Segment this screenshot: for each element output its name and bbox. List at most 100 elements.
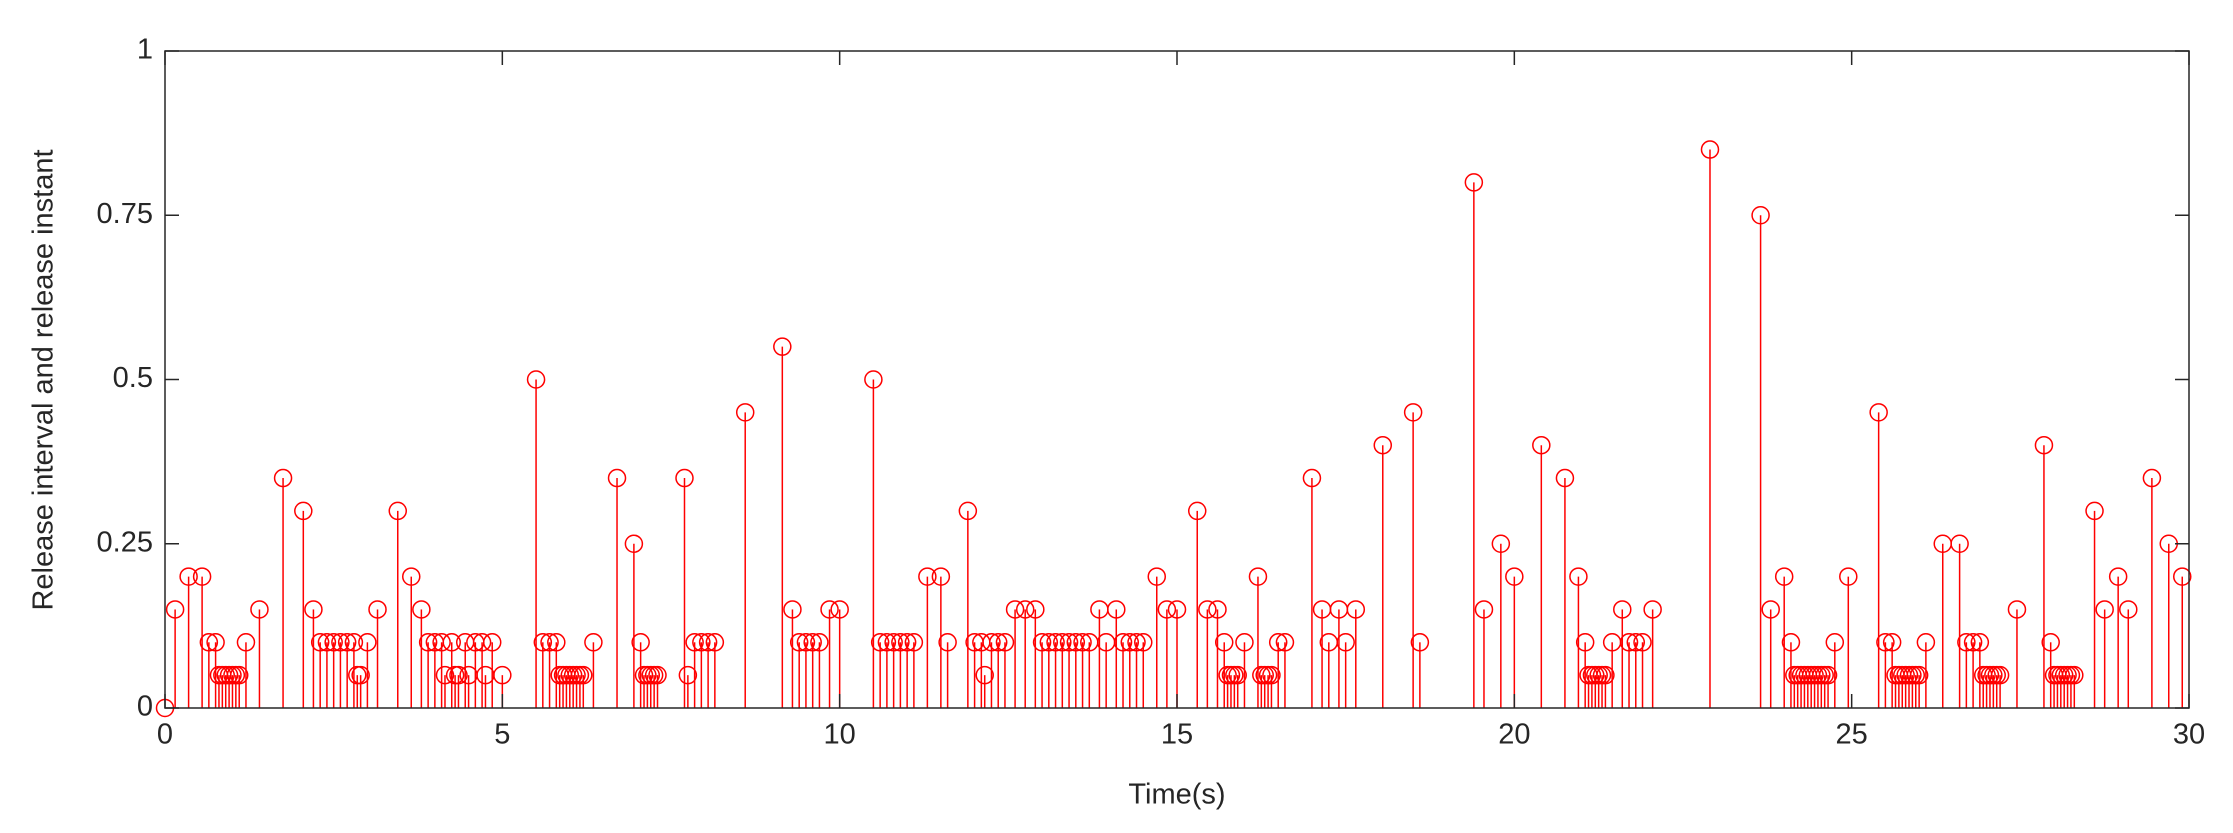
y-axis-label: Release interval and release instant [28, 149, 60, 610]
plot-area [165, 51, 2189, 708]
stem-marker [624, 534, 644, 553]
stem-marker [1336, 633, 1355, 652]
stem-marker [1626, 633, 1646, 652]
stem-marker [294, 501, 313, 521]
stem-marker [698, 633, 718, 652]
stem-marker [810, 633, 829, 652]
stem-marker [891, 633, 910, 652]
stem-marker [482, 633, 502, 652]
stem-marker [975, 665, 994, 685]
stem-marker [904, 633, 924, 652]
stem-marker [2108, 567, 2128, 586]
stem-marker [1761, 600, 1780, 619]
stem-marker [1963, 633, 1983, 652]
stem-marker [918, 567, 937, 586]
stem-marker [358, 633, 377, 652]
stem-marker [1248, 567, 1268, 586]
stem-marker [864, 370, 883, 389]
stem-marker [685, 633, 704, 652]
stem-marker [1026, 600, 1045, 619]
stem-marker [773, 337, 792, 356]
stem-marker [432, 633, 451, 652]
stem-marker [1032, 633, 1052, 652]
stem-marker [995, 633, 1015, 652]
stem-marker [1596, 665, 1615, 685]
x-tick-label: 15 [1161, 719, 1193, 751]
stem-marker [1066, 633, 1086, 652]
stem-marker [310, 633, 330, 652]
stem-marker [2085, 501, 2104, 521]
stem-marker [1781, 633, 1801, 652]
stem-marker [2119, 600, 2138, 619]
stem-marker [412, 600, 431, 619]
stem-marker [1532, 435, 1551, 455]
stem-marker [1950, 534, 1969, 553]
stem-marker [1869, 403, 1888, 422]
marks [155, 140, 2192, 718]
stem-marker [324, 633, 343, 652]
stem-marker [1555, 468, 1575, 488]
stem-marker [2095, 600, 2114, 619]
stem-marker [1073, 633, 1092, 652]
stem-marker [1167, 600, 1187, 619]
stem-marker [1235, 633, 1254, 652]
stem-marker [472, 633, 492, 652]
stem-marker [540, 633, 559, 652]
stem-marker [317, 633, 337, 652]
stem-marker [206, 633, 225, 652]
stem-marker [1505, 567, 1524, 586]
stem-marker [1046, 633, 1065, 652]
stem-marker [418, 633, 438, 652]
stem-marker [337, 633, 357, 652]
stem-marker [1464, 173, 1484, 192]
stem-marker [250, 600, 269, 619]
stem-marker [830, 600, 849, 619]
stem-marker [1015, 600, 1035, 619]
stem-marker [574, 665, 593, 685]
stem-marker [442, 633, 461, 652]
stem-marker [675, 468, 694, 488]
y-tick-label: 0.25 [97, 526, 153, 558]
x-tick-label: 0 [157, 719, 173, 751]
y-tick-label: 0 [137, 691, 153, 723]
x-tick-label: 25 [1836, 719, 1868, 751]
stem-marker [1575, 633, 1595, 652]
stem-marker [988, 633, 1008, 652]
stem-marker [1700, 140, 1720, 159]
stem-marker [1268, 633, 1288, 652]
stem-marker [402, 567, 421, 586]
stem-marker [493, 665, 512, 685]
stem-marker [1825, 633, 1845, 652]
stem-marker [1491, 534, 1511, 553]
stem-marker [1751, 206, 1770, 225]
stem-marker [1818, 665, 1838, 685]
stem-marker [1039, 633, 1059, 652]
stem-marker [1569, 567, 1588, 586]
stem-marker [1613, 600, 1632, 619]
stem-marker [796, 633, 816, 652]
stem-marker [165, 600, 185, 619]
stem-marker [958, 501, 978, 521]
stem-marker [2065, 665, 2084, 685]
y-tick-label: 0.75 [97, 198, 153, 230]
x-tick-label: 5 [494, 719, 510, 751]
stem-marker [344, 633, 364, 652]
stem-marker [631, 633, 650, 652]
stem-marker [692, 633, 711, 652]
stem-marker [1474, 600, 1494, 619]
stem-marker [584, 633, 603, 652]
stem-marker [331, 633, 350, 652]
stem-marker [304, 600, 323, 619]
stem-marker [607, 468, 627, 488]
stem-marker [2173, 567, 2192, 586]
stem-marker [435, 665, 455, 685]
stem-marker [1187, 501, 1207, 521]
stem-marker [547, 633, 566, 652]
stem-marker [1262, 665, 1281, 685]
x-tick-label: 10 [824, 719, 856, 751]
stem-marker [1113, 633, 1133, 652]
stem-marker [1643, 600, 1662, 619]
stem-marker [1127, 633, 1146, 652]
stem-marker [1208, 600, 1227, 619]
